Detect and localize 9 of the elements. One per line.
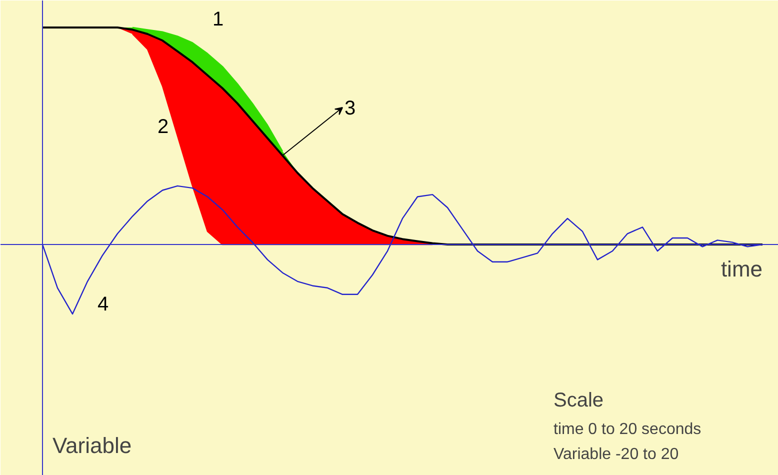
text: Variable -20 to 20 [554,446,679,463]
legend-label: 3 [344,98,356,120]
series-label: 4 [98,293,109,316]
series-label: 2 [158,116,169,138]
text: Scale [554,390,604,412]
text: Variable [52,433,132,458]
text: time 0 to 20 seconds [554,421,702,438]
x-axis-title: time [720,256,762,282]
series-label: 1 [212,8,224,31]
